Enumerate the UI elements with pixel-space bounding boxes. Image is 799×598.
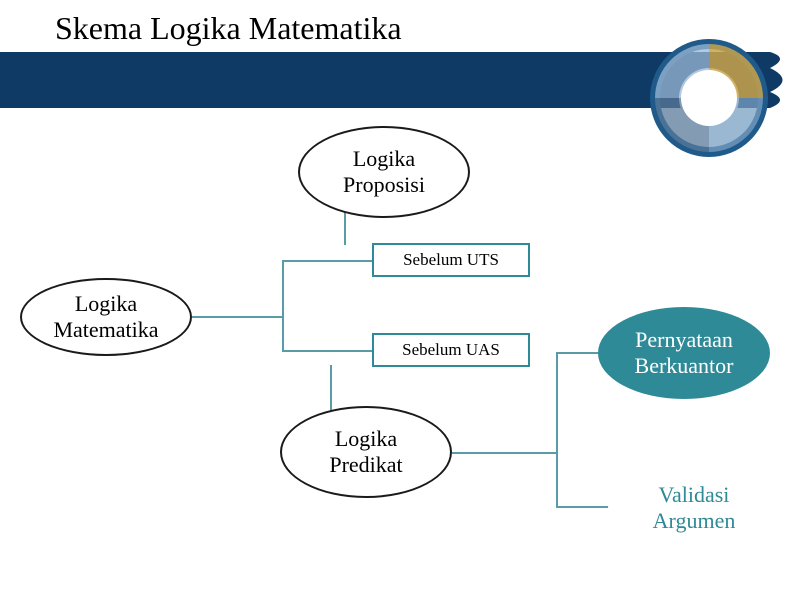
page-title: Skema Logika Matematika	[55, 10, 402, 47]
node-label: Sebelum UAS	[402, 340, 500, 360]
node-sebelum-uts: Sebelum UTS	[372, 243, 530, 277]
node-label: PernyataanBerkuantor	[635, 327, 734, 380]
node-logika-proposisi: LogikaProposisi	[298, 126, 470, 218]
connector	[556, 506, 610, 508]
node-label: Sebelum UTS	[403, 250, 499, 270]
node-logika-predikat: LogikaPredikat	[280, 406, 452, 498]
connector	[192, 316, 284, 318]
node-label: LogikaMatematika	[53, 291, 158, 344]
connector	[452, 452, 558, 454]
connector	[556, 352, 558, 454]
connector	[556, 452, 558, 508]
node-sebelum-uas: Sebelum UAS	[372, 333, 530, 367]
node-label: LogikaPredikat	[329, 426, 402, 479]
connector	[282, 350, 372, 352]
connector	[556, 352, 600, 354]
node-validasi-argumen: ValidasiArgumen	[608, 462, 780, 554]
connector	[282, 260, 372, 262]
connector	[282, 260, 284, 350]
logo-ring-icon	[649, 38, 769, 158]
node-pernyataan-berkuantor: PernyataanBerkuantor	[598, 307, 770, 399]
node-label: ValidasiArgumen	[653, 482, 736, 535]
node-label: LogikaProposisi	[343, 146, 425, 199]
node-logika-matematika: LogikaMatematika	[20, 278, 192, 356]
